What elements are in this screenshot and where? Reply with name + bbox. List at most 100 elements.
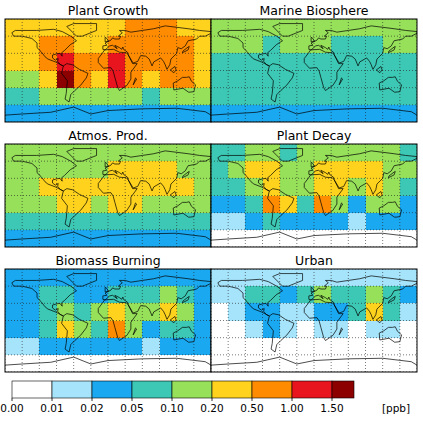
- grid-line: [5, 36, 211, 37]
- heat-cell: [245, 286, 262, 303]
- coastline: [376, 66, 382, 72]
- heat-cell: [142, 36, 159, 53]
- heat-cell: [177, 286, 194, 303]
- heat-cell: [263, 144, 280, 161]
- heat-cell: [331, 230, 348, 247]
- heat-cell: [39, 286, 56, 303]
- grid-line: [365, 269, 366, 372]
- coastline: [98, 49, 137, 90]
- heat-cell: [297, 338, 314, 355]
- heat-cell: [22, 196, 39, 213]
- heat-cell: [177, 178, 194, 195]
- heat-cell: [5, 213, 22, 230]
- colorbar-tick-label: 0.50: [240, 402, 263, 414]
- heat-cell: [383, 105, 400, 122]
- heat-cell: [280, 71, 297, 88]
- heat-cell: [22, 303, 39, 320]
- heat-cell: [228, 144, 245, 161]
- heat-cell: [22, 338, 39, 355]
- heat-cell: [383, 303, 400, 320]
- heat-cell: [57, 36, 74, 53]
- coastline: [304, 299, 343, 340]
- heat-cell: [22, 53, 39, 70]
- heat-cell: [108, 269, 125, 286]
- colorbar-tick: [92, 398, 93, 401]
- heat-cell: [314, 269, 331, 286]
- heat-cell: [297, 269, 314, 286]
- heat-cell: [74, 338, 91, 355]
- colorbar-segment: [332, 381, 354, 398]
- coastline: [218, 154, 283, 191]
- grid-line: [296, 269, 297, 372]
- heat-cell: [211, 71, 228, 88]
- heat-cell: [263, 88, 280, 105]
- heat-cell: [280, 213, 297, 230]
- heat-cell: [331, 19, 348, 36]
- heat-cell: [263, 178, 280, 195]
- heat-cell: [297, 213, 314, 230]
- heat-cell: [331, 71, 348, 88]
- coastline: [218, 29, 283, 66]
- heat-cell: [383, 230, 400, 247]
- heat-cell: [228, 88, 245, 105]
- heat-cell: [245, 303, 262, 320]
- grid-line: [5, 303, 211, 304]
- heat-cell: [22, 321, 39, 338]
- coastline: [211, 107, 417, 115]
- heat-cell: [142, 71, 159, 88]
- heat-cell: [5, 161, 22, 178]
- heat-cell: [400, 321, 417, 338]
- grid-line: [211, 337, 417, 338]
- heat-cell: [245, 105, 262, 122]
- heat-cell: [383, 36, 400, 53]
- heat-cell: [194, 269, 211, 286]
- heat-cell: [125, 36, 142, 53]
- heat-cell: [331, 338, 348, 355]
- heat-cell: [194, 196, 211, 213]
- coastline: [211, 357, 417, 365]
- heat-cell: [177, 196, 194, 213]
- colorbar-segment: [52, 381, 92, 398]
- heat-cell: [74, 53, 91, 70]
- heat-cell: [245, 36, 262, 53]
- heat-cell: [228, 178, 245, 195]
- heat-cell: [331, 213, 348, 230]
- heat-cell: [194, 338, 211, 355]
- heat-cell: [177, 36, 194, 53]
- coastline: [133, 78, 136, 85]
- heat-cell: [245, 321, 262, 338]
- heat-cell: [348, 213, 365, 230]
- grid-line: [211, 229, 417, 230]
- heat-cell: [108, 213, 125, 230]
- heat-cell: [57, 269, 74, 286]
- heat-cell: [125, 286, 142, 303]
- grid-line: [348, 269, 349, 372]
- heat-cell: [108, 88, 125, 105]
- heat-cell: [400, 178, 417, 195]
- heat-cell: [263, 286, 280, 303]
- heat-cell: [57, 196, 74, 213]
- heat-cell: [211, 321, 228, 338]
- grid-line: [159, 144, 160, 247]
- heat-cell: [400, 88, 417, 105]
- heat-cell: [142, 161, 159, 178]
- heat-cell: [5, 338, 22, 355]
- heat-cell: [297, 161, 314, 178]
- heat-cell: [400, 303, 417, 320]
- coastline: [170, 191, 176, 197]
- colorbar-unit: [ppb]: [382, 402, 410, 414]
- heat-cell: [263, 196, 280, 213]
- heat-cell: [91, 321, 108, 338]
- grid-line: [142, 19, 143, 122]
- panel-frame: [5, 144, 211, 247]
- heat-cell: [108, 144, 125, 161]
- heat-cell: [5, 144, 22, 161]
- panel-title: Biomass Burning: [55, 253, 160, 268]
- heat-cell: [348, 355, 365, 372]
- heat-cell: [383, 161, 400, 178]
- heat-cell: [331, 355, 348, 372]
- grid-line: [5, 87, 211, 88]
- heat-cell: [280, 105, 297, 122]
- heat-cell: [245, 178, 262, 195]
- grid-line: [211, 161, 417, 162]
